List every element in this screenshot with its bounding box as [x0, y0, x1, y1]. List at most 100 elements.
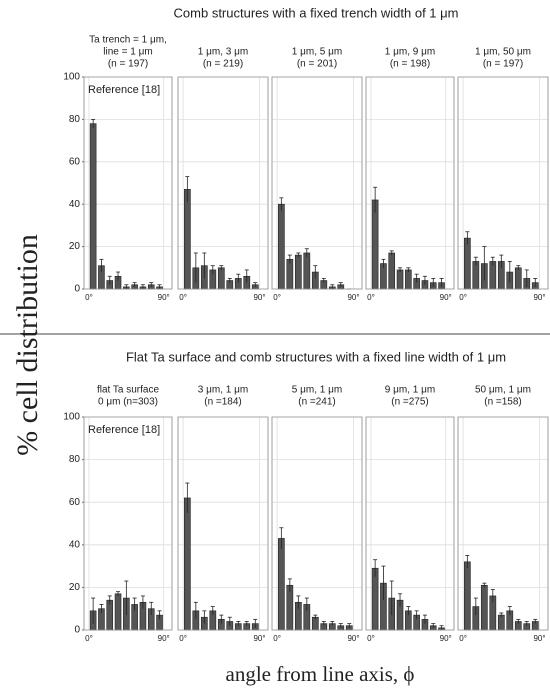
y-tick-label: 60 [69, 156, 81, 167]
y-tick-label: 40 [69, 539, 81, 550]
x-tick-label: 90° [158, 293, 170, 302]
plot-border [83, 416, 173, 631]
panel-title: 5 μm, 1 μm [292, 385, 342, 396]
bar [388, 252, 396, 290]
x-axis-label: angle from line axis, ϕ [226, 662, 415, 686]
x-tick-label: 0° [179, 634, 187, 643]
x-tick-label: 90° [440, 293, 452, 302]
x-tick-label: 0° [367, 634, 375, 643]
x-tick-label: 0° [459, 634, 467, 643]
x-tick-label: 0° [179, 293, 187, 302]
x-tick-label: 0° [273, 293, 281, 302]
plot-frame [271, 416, 363, 631]
panel-title: (n = 219) [203, 59, 243, 70]
plot-border [271, 76, 363, 290]
annotation: Reference [18] [88, 424, 160, 436]
panel-title: 1 μm, 5 μm [292, 47, 342, 58]
panel-title: (n =184) [204, 397, 242, 408]
plot-frame [83, 76, 173, 290]
y-tick-label: 80 [69, 454, 81, 465]
y-tick-label: 0 [74, 625, 80, 636]
bar [396, 269, 404, 290]
bar [114, 593, 122, 631]
panel-title: flat Ta surface [97, 385, 160, 396]
x-tick-label: 90° [158, 634, 170, 643]
bar [183, 189, 191, 290]
plot-border [177, 416, 269, 631]
row-title: Comb structures with a fixed trench widt… [174, 5, 459, 20]
plot-frame [365, 416, 455, 631]
x-tick-label: 0° [273, 634, 281, 643]
plot-frame [271, 76, 363, 290]
x-tick-label: 90° [347, 634, 359, 643]
panel-title: 1 μm, 9 μm [385, 47, 435, 58]
bar [183, 497, 191, 631]
x-tick-label: 90° [253, 634, 265, 643]
plot-border [177, 76, 269, 290]
plot-border [365, 76, 455, 290]
bar [89, 123, 97, 290]
panel-title: Ta trench = 1 μm, [89, 35, 167, 46]
panel-title: (n =241) [298, 397, 336, 408]
panel-title: 50 μm, 1 μm [475, 385, 531, 396]
y-tick-label: 40 [69, 199, 81, 210]
bar [294, 254, 302, 290]
plot-frame [365, 76, 455, 290]
x-tick-label: 0° [85, 293, 93, 302]
row-title: Flat Ta surface and comb structures with… [126, 349, 506, 364]
plot-border [457, 76, 549, 290]
y-tick-label: 20 [69, 241, 81, 252]
bar [405, 269, 412, 290]
y-tick-label: 100 [63, 72, 80, 83]
panel-title: 9 μm, 1 μm [385, 385, 435, 396]
x-tick-label: 0° [85, 634, 93, 643]
bar [514, 267, 522, 290]
bar [371, 199, 379, 290]
plot-border [365, 416, 455, 631]
x-tick-label: 90° [533, 293, 545, 302]
plot-border [83, 76, 173, 290]
plot-frame [177, 416, 269, 631]
plot-frame [457, 416, 549, 631]
y-axis-label: % cell distribution [11, 234, 44, 456]
panel-title: 0 μm (n=303) [98, 397, 158, 408]
bar [217, 267, 225, 290]
panel-title: (n = 197) [483, 59, 523, 70]
bar [303, 252, 311, 290]
plot-frame [457, 76, 549, 290]
y-tick-label: 80 [69, 114, 81, 125]
plot-border [457, 416, 549, 631]
x-tick-label: 90° [533, 634, 545, 643]
y-tick-label: 100 [63, 412, 80, 423]
plot-border [271, 416, 363, 631]
bar [480, 584, 488, 631]
y-tick-label: 60 [69, 497, 81, 508]
bar [106, 599, 114, 631]
bar [277, 203, 285, 290]
panel-title: (n =158) [484, 397, 522, 408]
panel-title: 1 μm, 50 μm [475, 47, 531, 58]
bar [286, 259, 294, 290]
panel-title: line = 1 μm [103, 47, 152, 58]
annotation: Reference [18] [88, 84, 160, 96]
panel-title: 3 μm, 1 μm [198, 385, 248, 396]
bar [286, 584, 294, 631]
plot-frame [177, 76, 269, 290]
panel-title: (n = 198) [390, 59, 430, 70]
bar [463, 237, 471, 290]
bar [463, 561, 471, 631]
x-tick-label: 90° [440, 634, 452, 643]
x-tick-label: 90° [253, 293, 265, 302]
bar [277, 538, 285, 631]
y-tick-label: 0 [74, 284, 80, 295]
y-tick-label: 20 [69, 582, 81, 593]
panel-title: (n = 197) [108, 59, 148, 70]
bar [371, 567, 379, 631]
panel-title: 1 μm, 3 μm [198, 47, 248, 58]
panel-title: (n = 201) [297, 59, 337, 70]
x-tick-label: 0° [459, 293, 467, 302]
bar [497, 614, 505, 631]
x-tick-label: 0° [367, 293, 375, 302]
panel-title: (n =275) [391, 397, 429, 408]
